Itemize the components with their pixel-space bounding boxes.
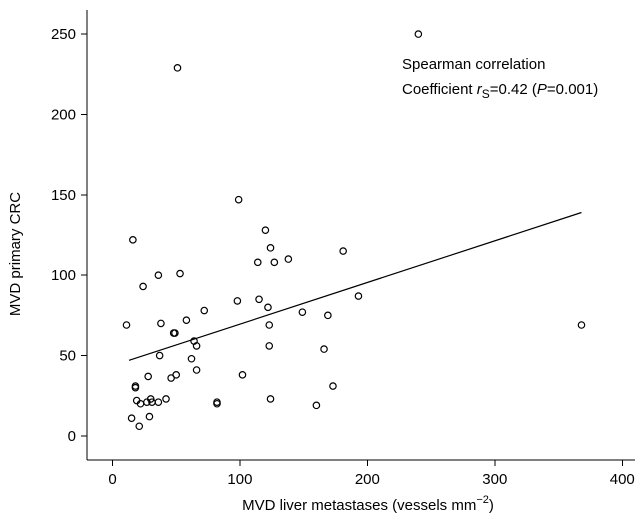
data-point	[155, 351, 164, 360]
data-point	[270, 258, 279, 267]
data-point	[234, 195, 243, 204]
data-point	[139, 282, 147, 291]
y-axis: 0 50 100 150 200 250	[51, 10, 88, 460]
data-point	[171, 329, 179, 337]
data-point	[339, 247, 347, 255]
regression-line-group	[128, 211, 582, 361]
data-point	[173, 64, 182, 72]
data-point	[284, 255, 293, 263]
data-point	[145, 412, 154, 421]
data-point	[154, 398, 163, 406]
x-tick-label: 0	[108, 471, 116, 488]
annotation-line-1: Spearman correlation	[402, 56, 545, 73]
y-tick-label: 200	[51, 106, 76, 123]
data-point	[266, 395, 275, 403]
y-tick-label: 50	[59, 348, 76, 365]
x-tick-label: 300	[482, 471, 507, 488]
data-point	[414, 30, 423, 38]
data-point	[131, 383, 140, 392]
y-tick-label: 0	[68, 428, 76, 445]
data-point	[213, 399, 221, 408]
data-point	[192, 366, 201, 374]
data-point	[200, 306, 209, 315]
data-point	[577, 321, 586, 329]
data-point	[157, 319, 165, 328]
data-point	[266, 244, 275, 252]
data-point	[162, 395, 170, 403]
data-point	[129, 236, 137, 244]
y-axis-label: MVD primary CRC	[7, 192, 24, 316]
data-point	[324, 311, 332, 320]
data-point	[233, 297, 242, 305]
data-point	[298, 308, 307, 316]
y-tick-label: 250	[51, 26, 76, 43]
x-axis: 0 100 200 300 400	[87, 459, 635, 488]
data-point	[127, 414, 136, 423]
data-point	[265, 342, 274, 350]
annotation-line-2: Coefficient rS=0.42 (P=0.001)	[402, 81, 598, 101]
regression-line	[128, 211, 582, 361]
data-point	[255, 295, 263, 304]
data-point	[172, 371, 181, 379]
data-point	[154, 271, 163, 279]
data-points	[122, 30, 586, 431]
data-point	[238, 371, 247, 379]
data-point	[329, 382, 337, 390]
data-point	[253, 258, 262, 267]
data-point	[264, 303, 272, 312]
data-point	[176, 269, 184, 278]
data-point	[122, 321, 131, 329]
x-tick-label: 200	[355, 471, 380, 488]
x-tick-label: 100	[227, 471, 252, 488]
data-point	[135, 422, 144, 431]
data-point	[187, 354, 196, 363]
data-point	[261, 226, 270, 234]
x-axis-label: MVD liver metastases (vessels mm−2)	[242, 494, 494, 514]
y-tick-label: 150	[51, 187, 76, 204]
data-point	[265, 321, 274, 329]
data-point	[312, 401, 321, 410]
data-point	[182, 316, 191, 324]
data-point	[144, 372, 152, 381]
data-point	[192, 342, 201, 350]
x-tick-label: 400	[610, 471, 635, 488]
y-tick-label: 100	[51, 267, 76, 284]
data-point	[320, 345, 328, 353]
data-point	[354, 292, 363, 300]
